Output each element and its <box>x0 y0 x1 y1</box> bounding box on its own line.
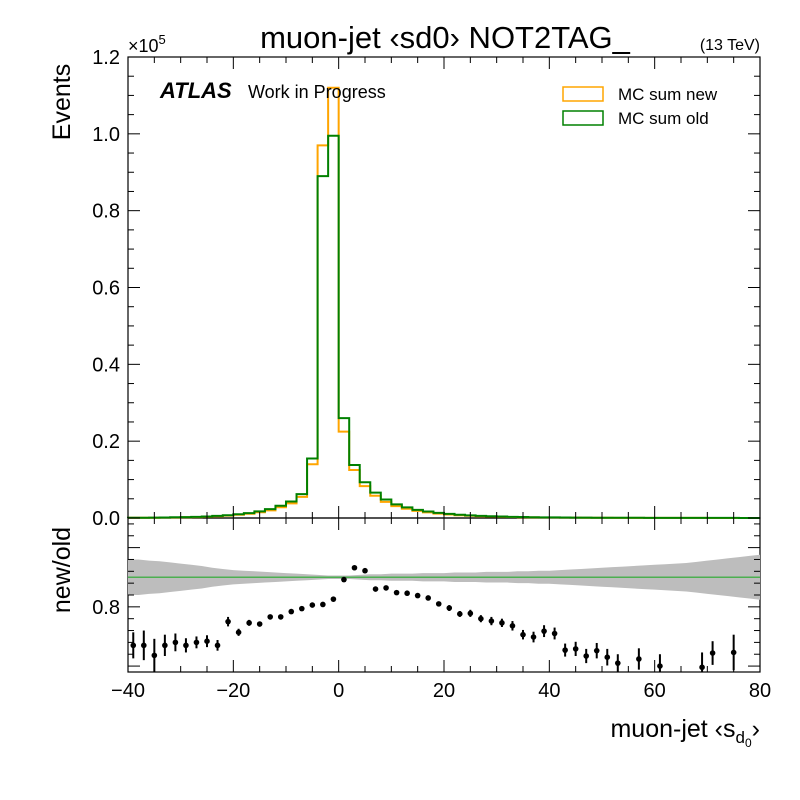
x-tick-label: −20 <box>216 680 250 702</box>
ratio-point <box>615 660 621 666</box>
legend-label-old: MC sum old <box>618 109 709 128</box>
y-tick-label: 0.0 <box>92 508 120 530</box>
ratio-point <box>541 628 547 634</box>
ratio-point <box>320 601 326 608</box>
energy-label: (13 TeV) <box>700 37 760 54</box>
ratio-point <box>488 618 495 624</box>
ratio-point <box>604 654 611 660</box>
ratio-point <box>256 621 263 627</box>
atlas-brand: ATLAS <box>159 78 232 103</box>
ratio-point <box>214 642 221 649</box>
legend: MC sum new MC sum old <box>562 85 718 128</box>
ratio-point <box>509 623 516 629</box>
ratio-point <box>130 642 137 649</box>
ratio-point <box>478 615 484 622</box>
ratio-point <box>151 652 158 659</box>
ratio-point <box>235 629 242 636</box>
ratio-point <box>457 611 463 617</box>
ratio-point <box>572 646 579 652</box>
ratio-point <box>162 642 168 649</box>
y-tick-label: 0.8 <box>92 201 120 223</box>
ratio-points <box>130 564 737 672</box>
ratio-point <box>593 647 600 654</box>
legend-swatch-new <box>562 86 604 102</box>
x-tick-label: 60 <box>644 680 666 702</box>
y-multiplier-exponent: 5 <box>159 32 166 47</box>
x-tick-label: 20 <box>433 680 455 702</box>
ratio-point <box>193 639 200 646</box>
y-axis-title-ratio: new/old <box>48 527 76 613</box>
ratio-point <box>520 631 526 638</box>
ratio-point <box>172 639 179 646</box>
x-axis-title-main: muon-jet ‹s <box>610 715 735 743</box>
ratio-point <box>530 634 537 640</box>
ratio-y-tick-label: 0.8 <box>92 597 120 619</box>
x-axis-title: muon-jet ‹sd0› <box>610 715 760 750</box>
axis-ticks <box>127 56 761 672</box>
ratio-point <box>446 605 453 611</box>
y-tick-label: 0.2 <box>92 431 120 453</box>
ratio-point <box>636 656 642 662</box>
ratio-point <box>246 620 252 626</box>
ratio-point <box>699 664 705 671</box>
ratio-point <box>414 592 421 599</box>
ratio-point <box>299 605 305 612</box>
ratio-point <box>183 642 189 649</box>
ratio-point <box>393 589 400 596</box>
ratio-point <box>425 595 432 601</box>
ratio-point <box>562 647 568 653</box>
ratio-point <box>362 567 368 574</box>
chart-title: muon-jet ‹sd0› NOT2TAG_ <box>260 20 631 55</box>
legend-swatch-old <box>562 110 604 126</box>
y-multiplier-base: ×10 <box>128 36 159 56</box>
ratio-point <box>351 564 358 571</box>
ratio-point <box>499 620 505 626</box>
axis-tick-labels: −40 −20 0 20 40 60 80 0.0 0.2 0.4 0.6 0.8 1.0 1.2 0.8 <box>92 47 771 702</box>
ratio-point <box>225 618 231 625</box>
main-histograms <box>127 86 760 519</box>
x-tick-label: 0 <box>333 680 344 702</box>
ratio-point <box>551 630 558 637</box>
ratio-point <box>288 608 295 615</box>
ratio-point <box>267 614 274 620</box>
ratio-point <box>383 585 389 591</box>
legend-label-new: MC sum new <box>618 85 718 104</box>
ratio-point <box>277 614 284 620</box>
ratio-point <box>583 653 589 659</box>
series-0-step-line <box>127 86 760 519</box>
ratio-point <box>467 610 474 617</box>
ratio-point <box>141 642 147 649</box>
y-tick-label: 0.6 <box>92 278 120 300</box>
y-tick-label: 1.2 <box>92 47 120 69</box>
x-axis-title-sub: d <box>736 728 745 747</box>
x-axis-title-close: › <box>752 715 760 743</box>
status-text: Work in Progress <box>248 82 386 102</box>
y-multiplier: ×105 <box>128 32 166 56</box>
y-axis-title-main: Events <box>48 64 76 140</box>
ratio-point <box>657 663 663 669</box>
ratio-point <box>404 590 410 597</box>
ratio-plot-frame <box>127 517 761 673</box>
x-axis-title-subsub: 0 <box>745 736 752 750</box>
ratio-point <box>709 650 716 656</box>
series-1-step-line <box>127 134 760 519</box>
ratio-point <box>330 596 337 602</box>
x-tick-label: 80 <box>749 680 771 702</box>
ratio-point <box>435 601 442 607</box>
y-tick-label: 0.4 <box>92 354 120 376</box>
x-tick-label: −40 <box>111 680 145 702</box>
x-tick-label: 40 <box>538 680 560 702</box>
ratio-point <box>341 576 347 583</box>
ratio-point <box>309 602 316 608</box>
ratio-point <box>730 649 737 656</box>
ratio-point <box>204 638 210 644</box>
ratio-point <box>372 586 379 592</box>
y-tick-label: 1.0 <box>92 124 120 146</box>
